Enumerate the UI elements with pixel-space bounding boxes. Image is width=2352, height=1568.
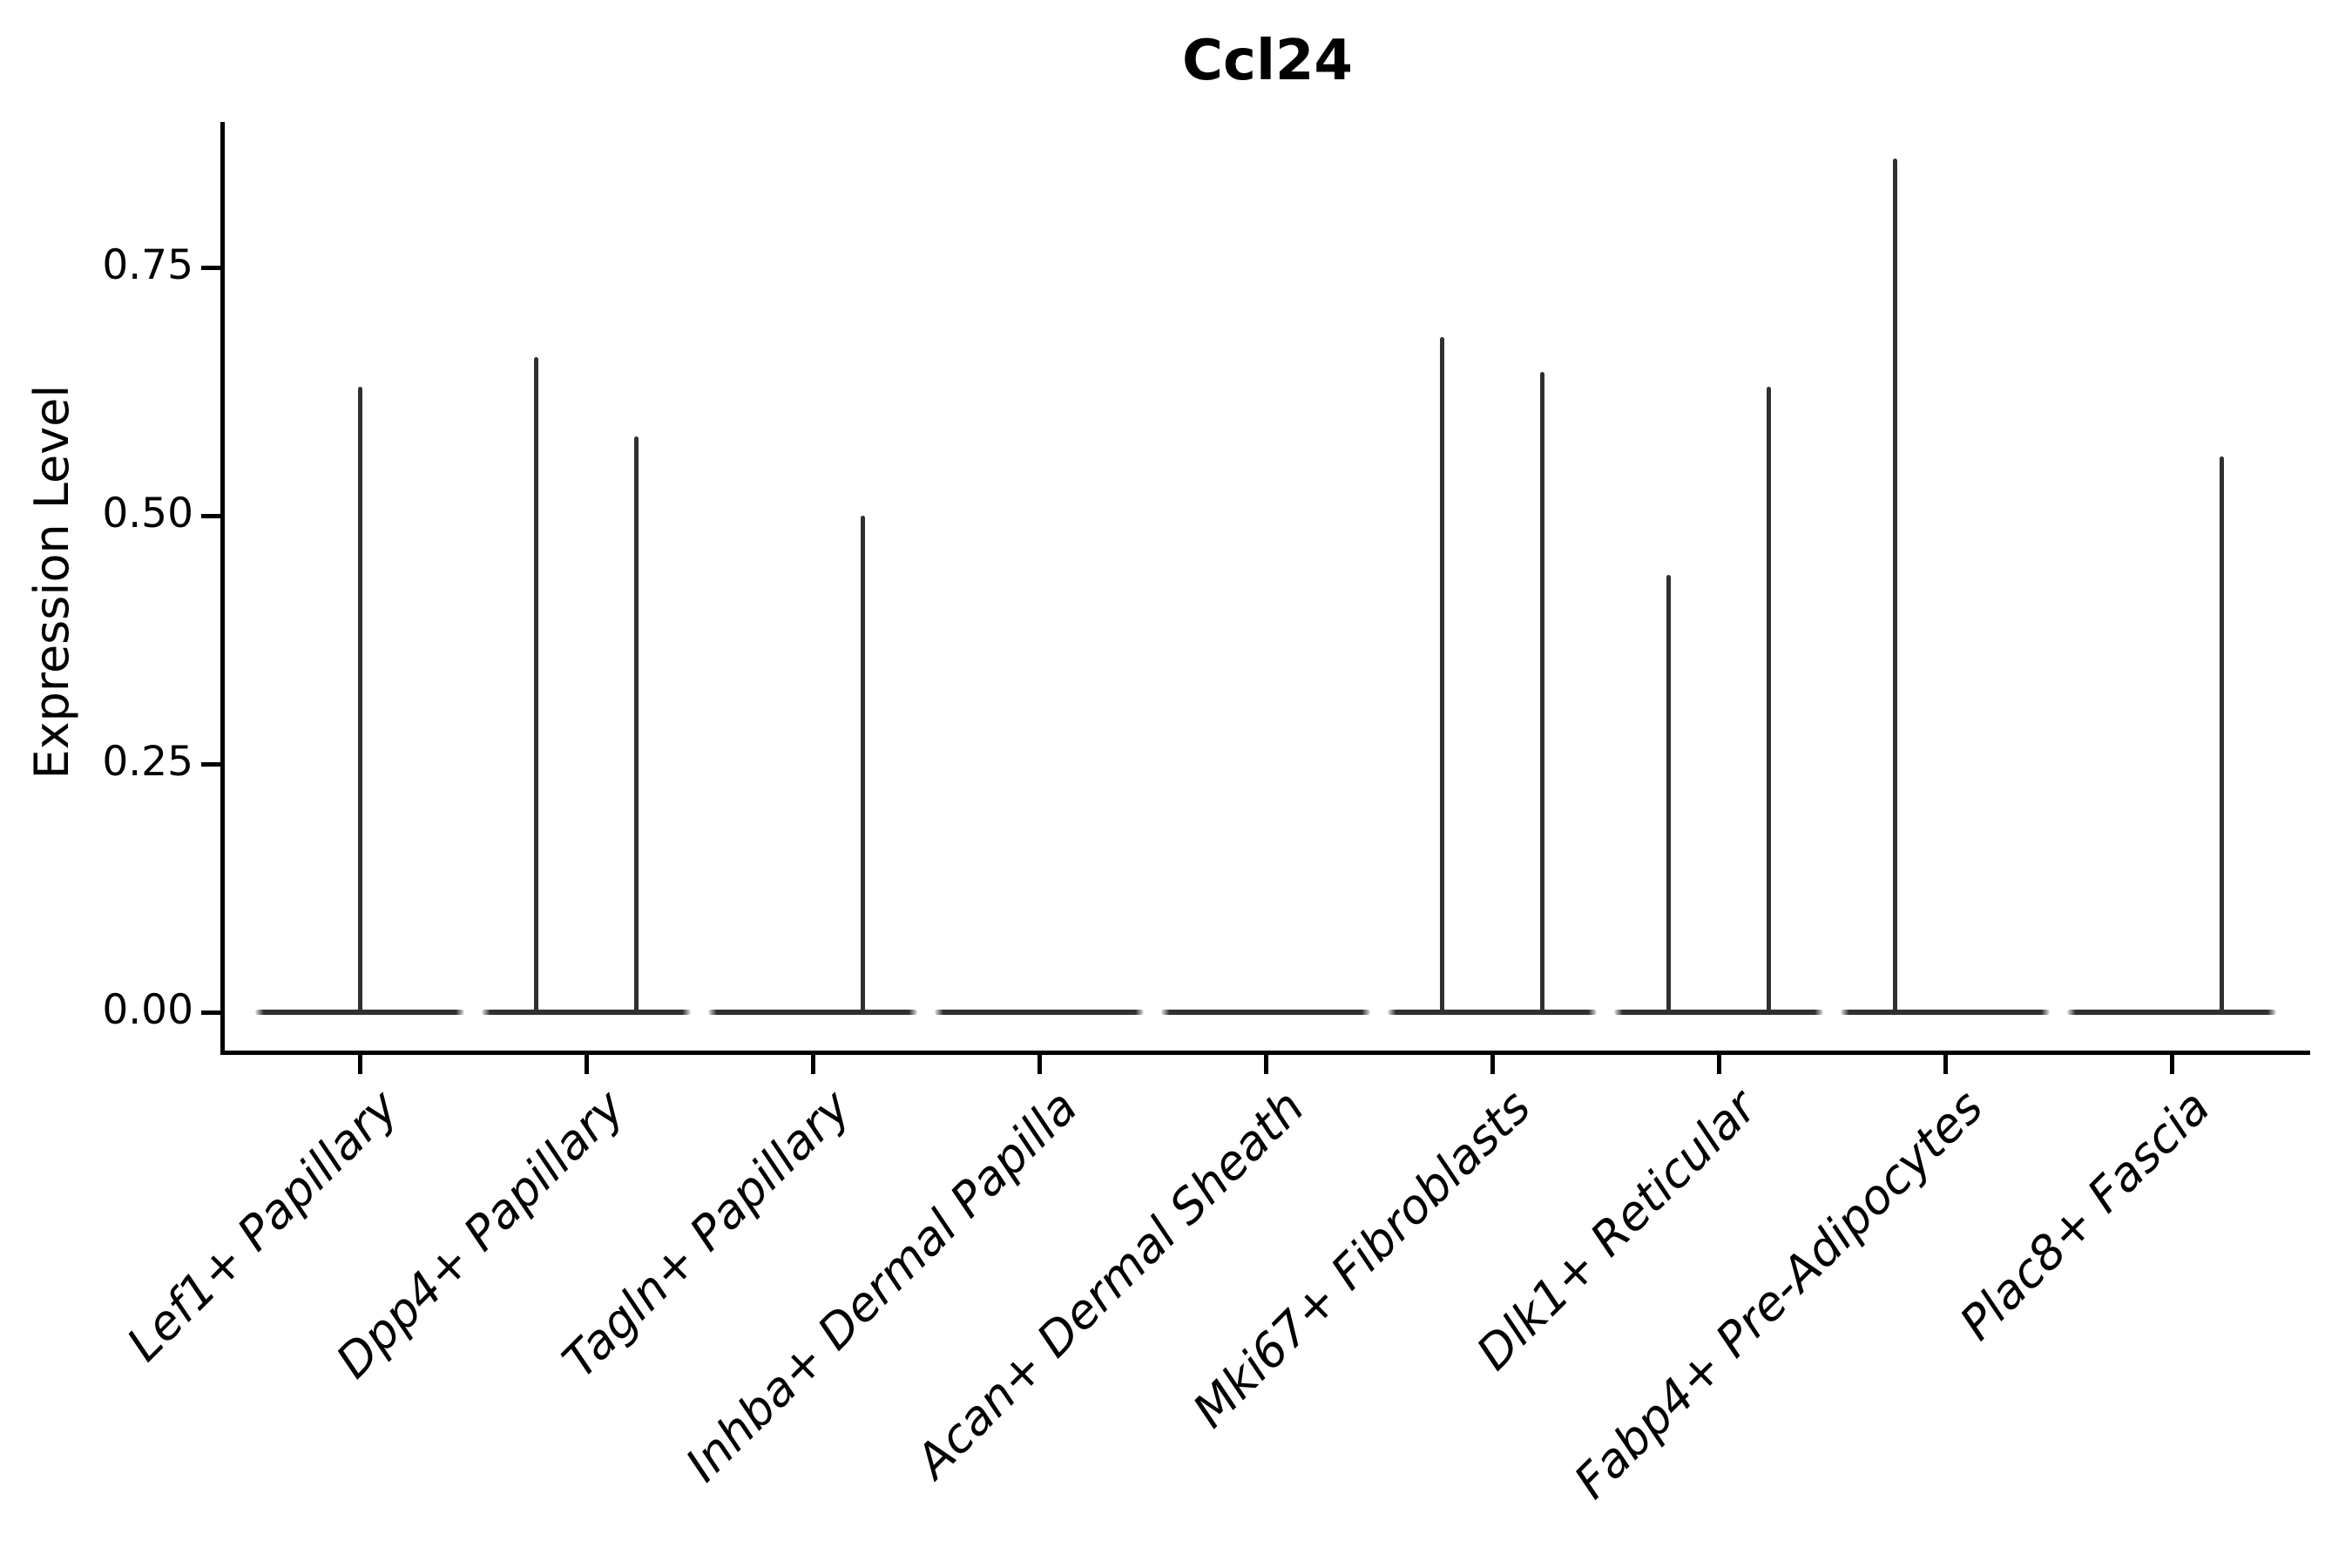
x-tick-label: Plac8+ Fascia <box>1949 1079 2220 1351</box>
violin-spike <box>860 516 865 1015</box>
y-axis-line <box>220 122 225 1055</box>
violin-base <box>1614 1010 1823 1015</box>
y-tick-label: 0.75 <box>102 241 193 290</box>
y-tick-mark <box>201 761 220 767</box>
violin-base <box>1388 1010 1597 1015</box>
y-tick-label: 0.00 <box>102 986 193 1035</box>
violin-spike <box>1666 575 1672 1015</box>
x-tick-label: Inhba+ Dermal Papilla <box>674 1079 1088 1492</box>
x-axis-line <box>220 1051 2310 1055</box>
violin-base <box>2067 1010 2276 1015</box>
violin-base <box>935 1010 1144 1015</box>
violin-spike <box>534 356 539 1015</box>
violin-spike <box>2219 456 2224 1015</box>
violin-spike <box>1539 371 1544 1015</box>
x-tick-mark <box>810 1055 815 1074</box>
x-tick-mark <box>1716 1055 1721 1074</box>
x-tick-mark <box>1263 1055 1268 1074</box>
violin-base <box>708 1010 917 1015</box>
y-tick-mark <box>201 265 220 270</box>
x-tick-mark <box>357 1055 362 1074</box>
x-tick-mark <box>584 1055 589 1074</box>
y-tick-mark <box>201 513 220 518</box>
chart-title: Ccl24 <box>1182 29 1353 93</box>
x-tick-label: Acan+ Dermal Sheath <box>904 1079 1315 1489</box>
x-tick-mark <box>1037 1055 1042 1074</box>
violin-spike <box>357 386 362 1015</box>
violin-spike <box>1766 386 1771 1015</box>
violin-spike <box>1893 158 1898 1015</box>
violin-base <box>482 1010 691 1015</box>
x-tick-label: Fabp4+ Pre-Adipocytes <box>1564 1079 1994 1510</box>
violin-base <box>1161 1010 1370 1015</box>
y-tick-mark <box>201 1010 220 1015</box>
violin-spike <box>633 436 639 1015</box>
y-axis-label: Expression Level <box>24 384 79 780</box>
y-tick-label: 0.25 <box>102 738 193 787</box>
violin-spike <box>1440 336 1445 1015</box>
x-tick-mark <box>2169 1055 2174 1074</box>
y-tick-label: 0.50 <box>102 490 193 538</box>
violin-base <box>1841 1010 2050 1015</box>
x-tick-mark <box>1490 1055 1495 1074</box>
x-tick-mark <box>1943 1055 1948 1074</box>
